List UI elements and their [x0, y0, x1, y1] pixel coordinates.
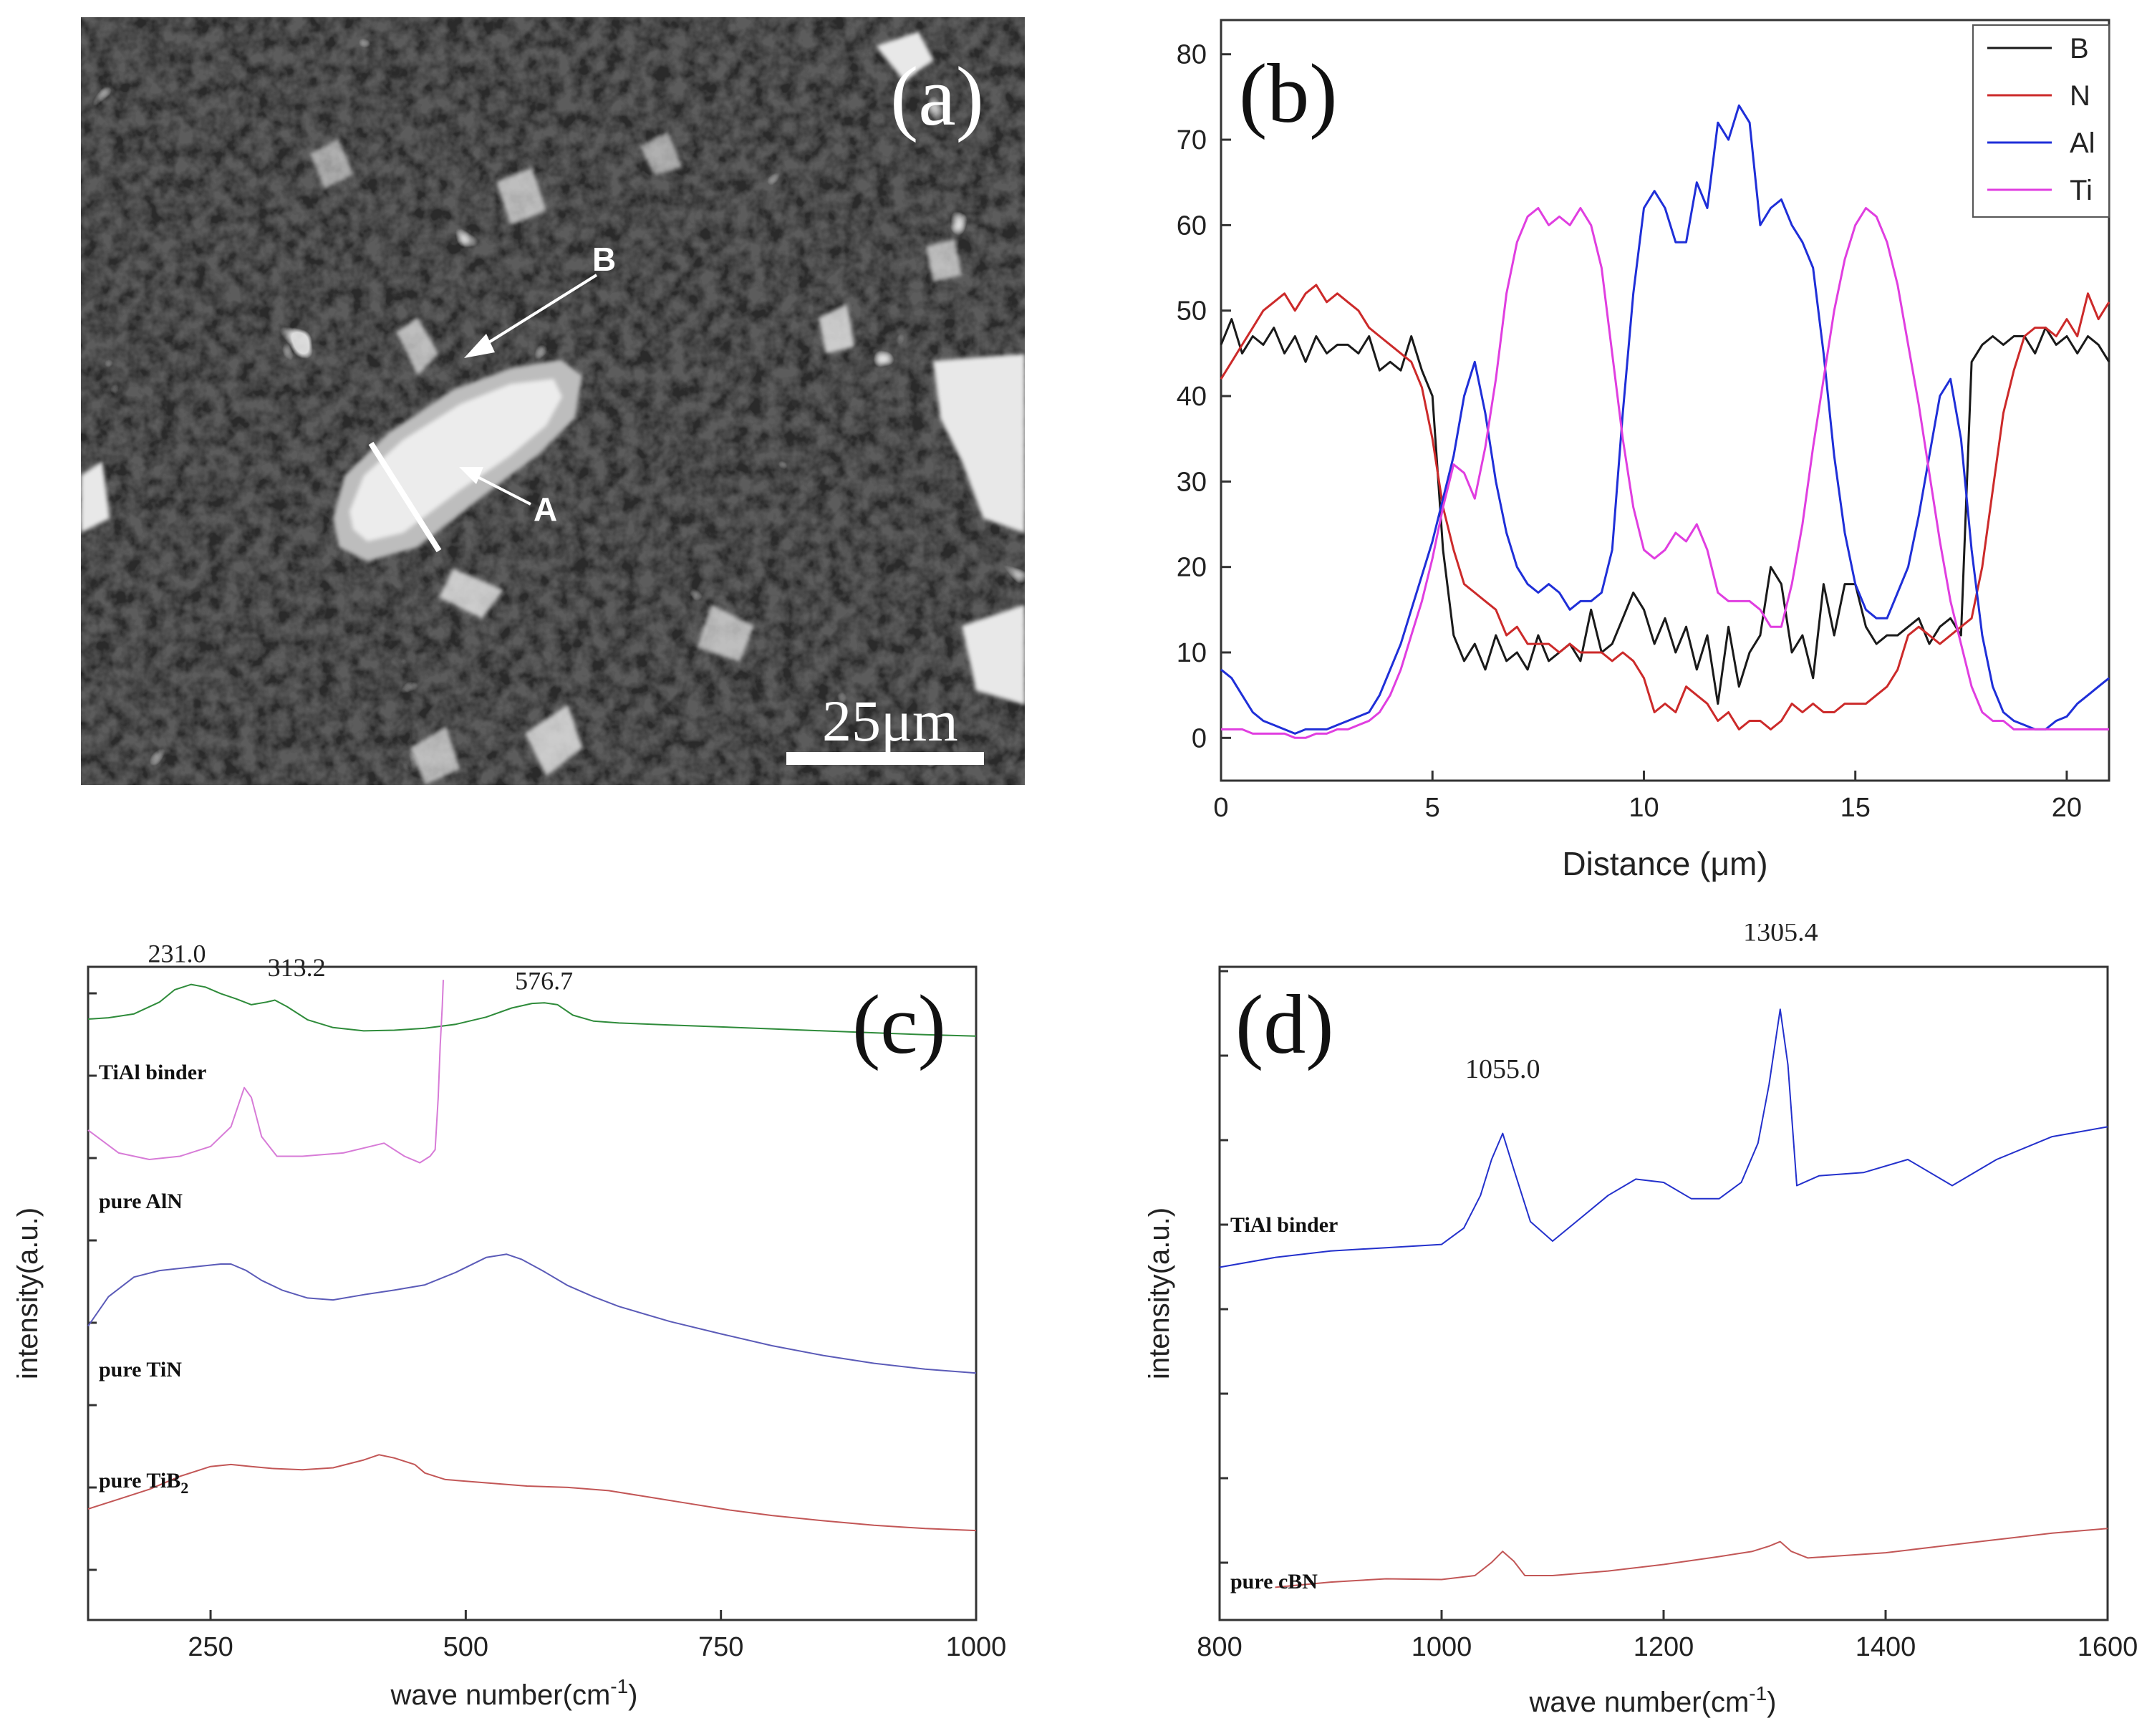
series-line-tial-binder [1219, 1008, 2108, 1268]
legend-label: Al [2070, 127, 2095, 159]
linescan-line [368, 441, 442, 553]
series-line-b [1220, 318, 2110, 705]
x-axis-label-close: ) [1767, 1687, 1776, 1718]
series-line-tial-binder [87, 983, 977, 1037]
bright-phase-regions [81, 32, 1025, 785]
scale-bar-label: 25μm [822, 688, 958, 753]
panel-label-b: (b) [1239, 47, 1338, 140]
series-label: TiAl binder [99, 1061, 206, 1084]
panel-d-chart: 800 1000 1200 1400 1600 TiAl binder pure cBN 10… [1144, 924, 2138, 1718]
legend-box [1972, 24, 2110, 218]
peak-annotation: 1055.0 [1465, 1054, 1540, 1084]
marker-a: A [534, 491, 557, 528]
x-tick-label: 0 [1213, 793, 1228, 823]
x-tick-label: 10 [1629, 793, 1659, 823]
plot-frame [1218, 965, 2109, 1621]
series-line-pure-cbn [1275, 1528, 2108, 1588]
x-tick-label: 15 [1840, 793, 1871, 823]
y-tick-label: 50 [1177, 296, 1207, 327]
x-tick-label: 1400 [1856, 1632, 1916, 1662]
x-axis-label: Distance (μm) [1562, 845, 1767, 882]
x-tick-label: 800 [1197, 1632, 1242, 1662]
marker-b: B [592, 241, 616, 278]
series-line-pure-tin [87, 1253, 977, 1374]
peak-annotation: 231.0 [148, 940, 206, 968]
x-axis-label: wave number(cm-1) [390, 1675, 638, 1711]
micrograph: B A (a) 25μm [81, 17, 1025, 785]
x-tick-label: 1000 [1412, 1632, 1472, 1662]
x-axis-label-text: wave number(cm [1529, 1687, 1750, 1718]
plot-frame [87, 965, 978, 1621]
series-label-subscript: 2 [180, 1479, 188, 1497]
x-tick-label: 750 [698, 1632, 743, 1662]
panel-b-chart: 0 5 10 15 20 0 10 20 30 40 50 60 70 80 BN Al Ti (b) Distan… [1177, 19, 2110, 882]
series-label: TiAl binder [1230, 1213, 1338, 1237]
x-axis-label-sup: -1 [610, 1675, 628, 1697]
x-tick-label: 1600 [2078, 1632, 2138, 1662]
x-axis-label-sup: -1 [1749, 1682, 1767, 1704]
y-tick-label: 20 [1177, 553, 1207, 583]
y-axis-label: intensity(a.u.) [12, 1207, 44, 1379]
x-axis-label-close: ) [628, 1679, 637, 1711]
x-tick-label: 1200 [1634, 1632, 1694, 1662]
series-label-text: pure TiN [99, 1358, 182, 1381]
x-tick-label: 5 [1425, 793, 1440, 823]
series-line-al [1220, 104, 2110, 735]
series-label: pure TiB2 [99, 1469, 188, 1497]
arrow-a-head [459, 467, 483, 484]
series-line-ti [1221, 207, 2109, 739]
series-label: pure AlN [99, 1190, 183, 1213]
y-tick-label: 0 [1192, 723, 1207, 753]
analysed-grain [333, 360, 582, 561]
legend-label: N [2070, 80, 2090, 112]
x-tick-label: 250 [188, 1632, 233, 1662]
panel-label-c: (c) [852, 978, 946, 1071]
series-label: pure cBN [1230, 1570, 1318, 1593]
x-tick-label: 500 [443, 1632, 488, 1662]
panel-a: B A (a) 25μm [81, 17, 1025, 785]
y-tick-label: 40 [1177, 382, 1207, 412]
peak-annotation: 1305.4 [1743, 924, 1818, 947]
scale-bar [786, 752, 984, 765]
x-axis-label-text: wave number(cm [390, 1679, 611, 1711]
series-line-pure-aln [87, 980, 444, 1164]
arrow-a-line [474, 474, 531, 506]
arrow-b-head [464, 334, 495, 358]
legend-label: B [2070, 33, 2089, 64]
series-label-text: pure TiB [99, 1469, 180, 1493]
peak-annotation: 576.7 [515, 966, 573, 995]
plot-frame [1220, 19, 2110, 782]
x-axis-label: wave number(cm-1) [1529, 1682, 1777, 1718]
panel-label-d: (d) [1235, 978, 1334, 1071]
y-tick-label: 60 [1177, 211, 1207, 241]
x-tick-label: 1000 [946, 1632, 1007, 1662]
y-tick-label: 70 [1177, 125, 1207, 155]
panel-c-chart: 250 500 750 1000 TiAl binder pure AlN pure TiN… [12, 940, 1007, 1711]
arrow-b-line [481, 274, 598, 348]
y-axis-label: intensity(a.u.) [1144, 1207, 1175, 1379]
series-line-pure-tib2 [87, 1454, 977, 1532]
series-line-n [1220, 284, 2110, 730]
series-label: pure TiN [99, 1358, 182, 1381]
y-tick-label: 10 [1177, 638, 1207, 668]
legend-label: Ti [2070, 175, 2093, 206]
y-tick-label: 30 [1177, 467, 1207, 497]
series-label-text: pure AlN [99, 1190, 183, 1213]
x-tick-label: 20 [2052, 793, 2082, 823]
peak-annotation: 313.2 [268, 953, 326, 982]
y-tick-label: 80 [1177, 40, 1207, 70]
panel-label-a: (a) [890, 49, 984, 143]
series-label-text: TiAl binder [99, 1061, 206, 1084]
